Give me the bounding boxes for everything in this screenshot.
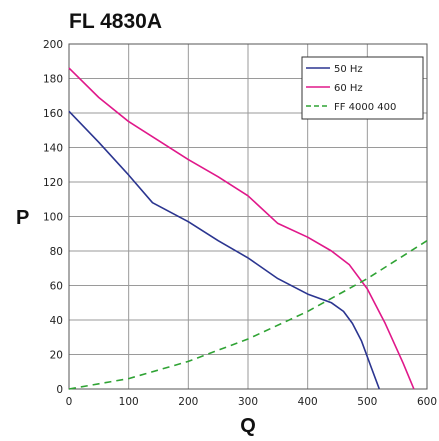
y-tick-label: 20 <box>50 350 63 362</box>
y-tick-label: 40 <box>50 315 63 327</box>
x-tick-label: 0 <box>66 396 73 408</box>
x-axis-label: Q <box>240 415 256 437</box>
series-lines <box>68 67 428 390</box>
series-line-3 <box>68 240 428 390</box>
x-tick-label: 300 <box>238 396 258 408</box>
legend-label-3: FF 4000 400 <box>334 102 396 113</box>
plot-frame <box>68 43 428 390</box>
series-line-2 <box>68 67 415 390</box>
y-tick-label: 180 <box>43 74 63 86</box>
chart-title: FL 4830A <box>69 10 162 33</box>
legend: 50 Hz 60 Hz FF 4000 400 <box>301 56 424 120</box>
series-line-1 <box>68 110 381 390</box>
y-tick-label: 0 <box>56 384 63 396</box>
x-tick-label: 500 <box>357 396 377 408</box>
y-tick-label: 160 <box>43 108 63 120</box>
y-tick-label: 80 <box>50 246 63 258</box>
y-tick-label: 120 <box>43 177 63 189</box>
legend-label-2: 60 Hz <box>334 83 363 94</box>
x-tick-label: 100 <box>119 396 139 408</box>
y-tick-label: 140 <box>43 143 63 155</box>
legend-label-1: 50 Hz <box>334 64 363 75</box>
x-tick-label: 400 <box>298 396 318 408</box>
tick-labels: 0 100 200 300 400 500 600 0 20 40 60 80 100 120 140 160… <box>43 39 437 408</box>
y-tick-label: 100 <box>43 212 63 224</box>
y-tick-label: 60 <box>50 281 63 293</box>
y-axis-label: P <box>16 207 29 229</box>
y-tick-label: 200 <box>43 39 63 51</box>
x-tick-label: 200 <box>178 396 198 408</box>
x-tick-label: 600 <box>417 396 437 408</box>
